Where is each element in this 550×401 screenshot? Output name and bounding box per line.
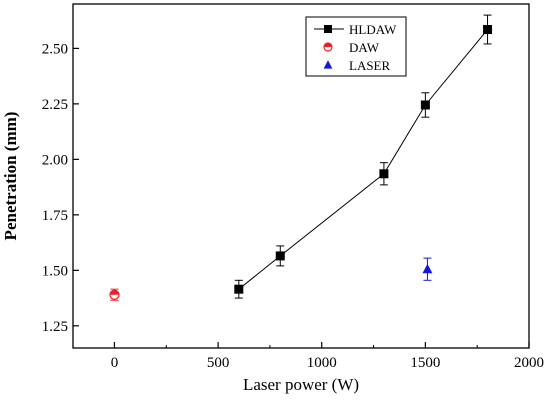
x-tick-label: 1500 bbox=[410, 355, 440, 371]
x-tick-label: 2000 bbox=[514, 355, 544, 371]
y-tick-label: 1.75 bbox=[42, 208, 68, 224]
x-tick-label: 0 bbox=[111, 355, 119, 371]
data-series bbox=[109, 14, 493, 301]
axis-ticks: 0 500 1000 1500 2000 1.25 1.50 1.75 2.00 2.25 2.50 bbox=[42, 41, 544, 371]
series-laser bbox=[422, 257, 433, 281]
series-hldaw bbox=[234, 14, 493, 299]
y-tick-label: 1.50 bbox=[42, 263, 68, 279]
y-tick-label: 1.25 bbox=[42, 319, 68, 335]
data-point-fill bbox=[109, 290, 119, 295]
legend-marker bbox=[323, 60, 333, 69]
legend: HLDAW DAW LASER bbox=[305, 16, 407, 77]
data-point bbox=[422, 263, 433, 274]
x-tick-label: 500 bbox=[207, 355, 230, 371]
data-point bbox=[483, 25, 493, 35]
data-point bbox=[275, 251, 285, 261]
data-point bbox=[234, 284, 244, 294]
plot-frame bbox=[72, 3, 530, 349]
series-daw bbox=[109, 288, 120, 301]
y-tick-label: 2.25 bbox=[42, 97, 68, 113]
legend-marker-fill bbox=[324, 43, 332, 47]
x-axis-title: Laser power (W) bbox=[243, 375, 359, 394]
y-tick-label: 2.50 bbox=[42, 41, 68, 57]
legend-box bbox=[305, 16, 407, 77]
legend-label: HLDAW bbox=[349, 22, 397, 37]
legend-marker bbox=[324, 25, 332, 33]
data-point bbox=[379, 169, 389, 179]
legend-marker bbox=[323, 42, 333, 52]
data-point bbox=[420, 100, 430, 110]
y-tick-label: 2.00 bbox=[42, 152, 68, 168]
x-tick-label: 1000 bbox=[307, 355, 337, 371]
data-point bbox=[109, 289, 120, 300]
y-axis-title: Penetration (mm) bbox=[1, 112, 20, 241]
legend-label: LASER bbox=[349, 58, 391, 73]
legend-label: DAW bbox=[349, 40, 380, 55]
